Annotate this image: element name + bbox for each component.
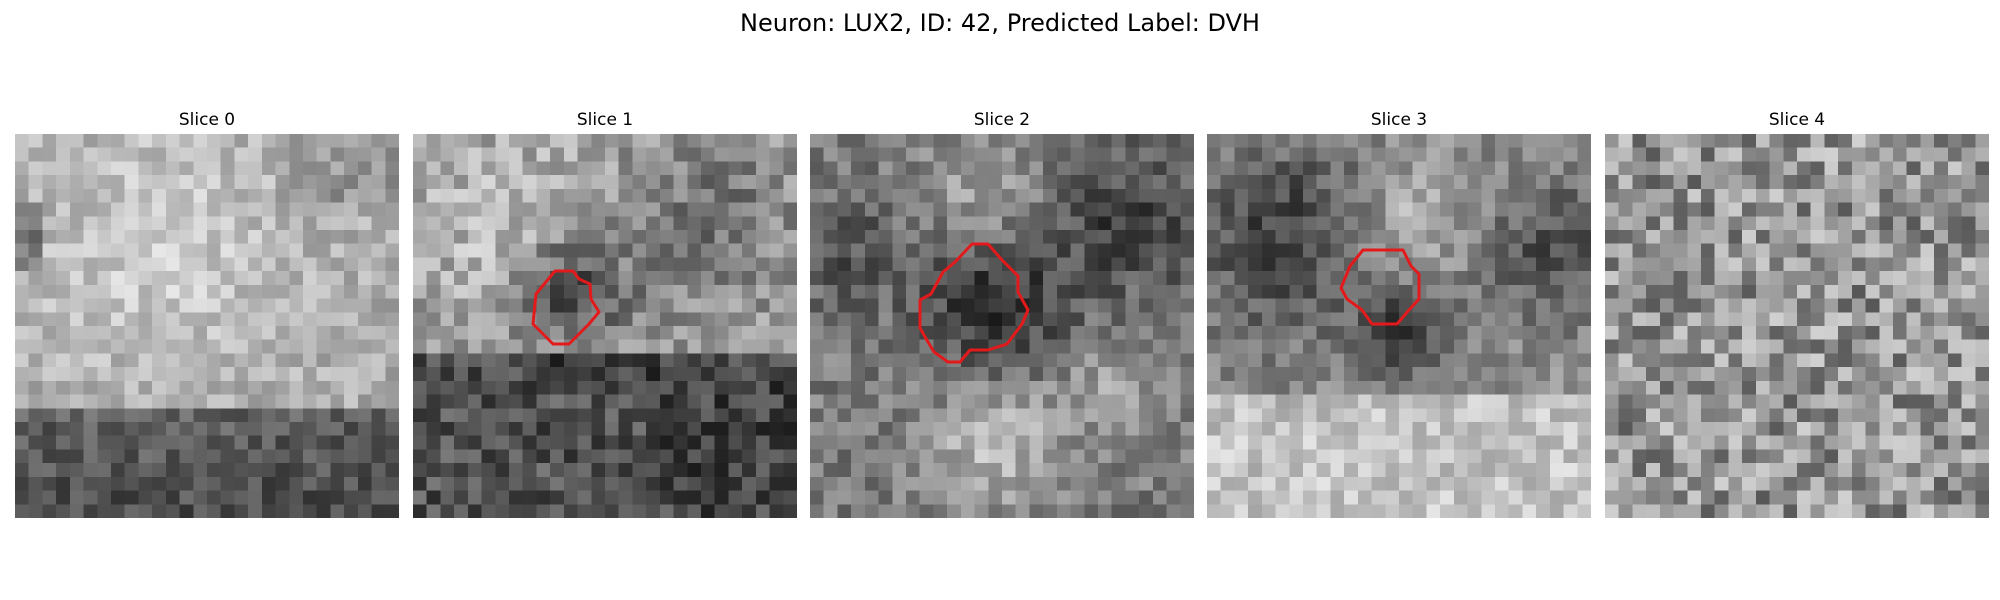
slice-panel-4: Slice 4 (1605, 108, 1989, 518)
slice-title: Slice 2 (973, 110, 1031, 130)
slice-image (15, 134, 399, 518)
slice-title: Slice 3 (1370, 110, 1428, 130)
slice-panel-2: Slice 2 (810, 108, 1194, 518)
slice-panel-3: Slice 3 (1207, 108, 1591, 518)
slice-image (413, 134, 797, 518)
slice-title: Slice 0 (178, 110, 236, 130)
slice-title: Slice 1 (576, 110, 634, 130)
slice-image (1207, 134, 1591, 518)
slice-image (810, 134, 1194, 518)
figure-title: Neuron: LUX2, ID: 42, Predicted Label: D… (740, 9, 1260, 37)
slice-title: Slice 4 (1768, 110, 1826, 130)
slice-image (1605, 134, 1989, 518)
slice-panel-0: Slice 0 (15, 108, 399, 518)
slice-panel-1: Slice 1 (413, 108, 797, 518)
